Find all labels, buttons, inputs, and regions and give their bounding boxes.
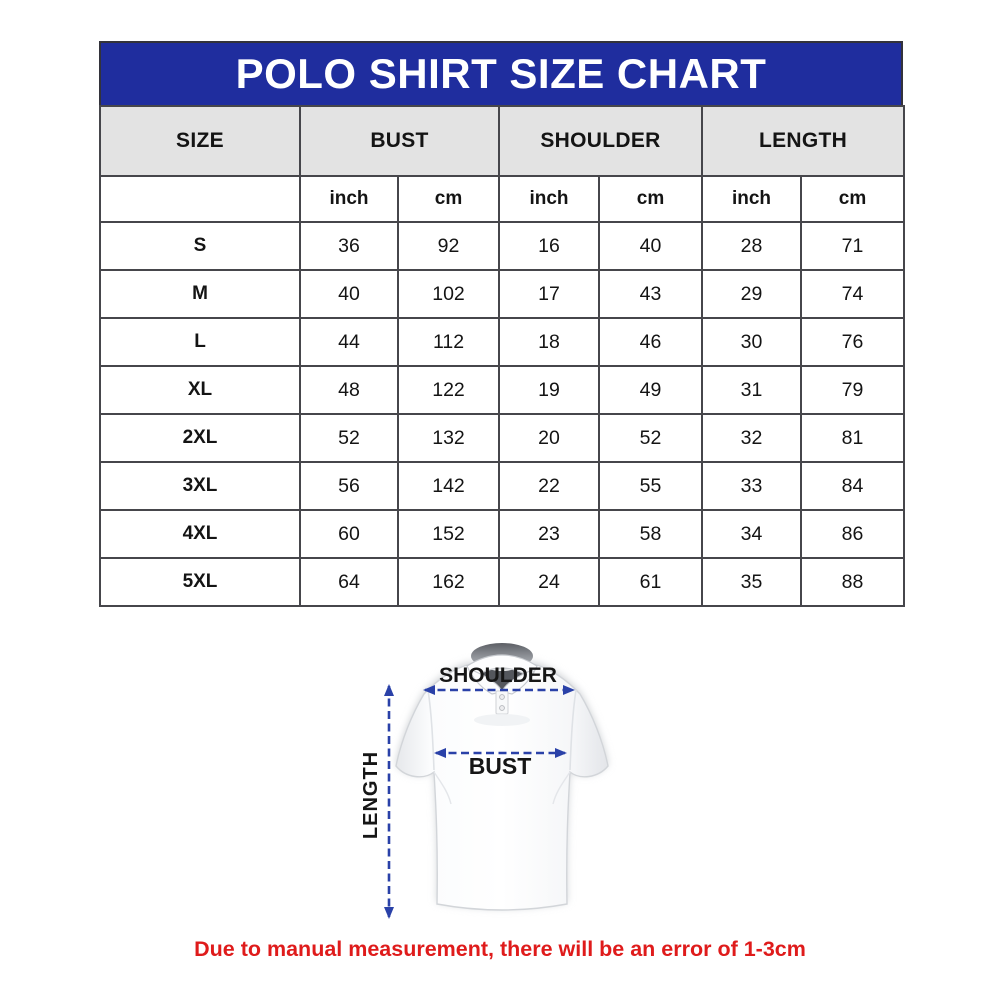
- table-row: S 36 92 16 40 28 71: [99, 221, 906, 271]
- value-cell: 60: [299, 509, 399, 559]
- value-cell: 40: [598, 221, 703, 271]
- column-header-bust: BUST: [299, 105, 500, 177]
- value-cell: 132: [397, 413, 500, 463]
- table-unit-row: inch cm inch cm inch cm: [99, 175, 906, 223]
- unit-header-bust-inch: inch: [299, 175, 399, 223]
- value-cell: 52: [598, 413, 703, 463]
- length-label: LENGTH: [360, 751, 382, 839]
- value-cell: 88: [799, 557, 906, 607]
- value-cell: 18: [498, 317, 600, 367]
- table-row: M 40 102 17 43 29 74: [99, 269, 906, 319]
- value-cell: 112: [397, 317, 500, 367]
- size-cell: 4XL: [99, 509, 301, 559]
- value-cell: 102: [397, 269, 500, 319]
- polo-button: [499, 694, 505, 700]
- value-cell: 142: [397, 461, 500, 511]
- unit-header-shoulder-cm: cm: [598, 175, 703, 223]
- value-cell: 29: [701, 269, 802, 319]
- value-cell: 23: [498, 509, 600, 559]
- value-cell: 33: [701, 461, 802, 511]
- measurement-note: Due to manual measurement, there will be…: [194, 937, 806, 961]
- value-cell: 152: [397, 509, 500, 559]
- table-row: 2XL 52 132 20 52 32 81: [99, 413, 906, 463]
- value-cell: 64: [299, 557, 399, 607]
- value-cell: 36: [299, 221, 399, 271]
- unit-header-bust-cm: cm: [397, 175, 500, 223]
- value-cell: 52: [299, 413, 399, 463]
- polo-shirt-diagram: SHOULDER BUST LENGTH: [360, 643, 609, 919]
- value-cell: 32: [701, 413, 802, 463]
- value-cell: 20: [498, 413, 600, 463]
- value-cell: 19: [498, 365, 600, 415]
- table-header-row: SIZE BUST SHOULDER LENGTH: [99, 105, 906, 177]
- table-row: 3XL 56 142 22 55 33 84: [99, 461, 906, 511]
- size-cell: L: [99, 317, 301, 367]
- unit-header-empty: [99, 175, 301, 223]
- value-cell: 28: [701, 221, 802, 271]
- size-cell: M: [99, 269, 301, 319]
- size-cell: S: [99, 221, 301, 271]
- unit-header-shoulder-inch: inch: [498, 175, 600, 223]
- column-header-length: LENGTH: [700, 105, 906, 177]
- size-cell: 5XL: [99, 557, 301, 607]
- bust-label: BUST: [469, 753, 532, 779]
- value-cell: 84: [799, 461, 906, 511]
- value-cell: 55: [598, 461, 703, 511]
- chart-title-banner: POLO SHIRT SIZE CHART: [99, 41, 903, 105]
- value-cell: 122: [397, 365, 500, 415]
- value-cell: 30: [701, 317, 802, 367]
- column-header-shoulder: SHOULDER: [498, 105, 703, 177]
- table-row: L 44 112 18 46 30 76: [99, 317, 906, 367]
- page-title: POLO SHIRT SIZE CHART: [235, 50, 767, 97]
- value-cell: 81: [799, 413, 906, 463]
- value-cell: 17: [498, 269, 600, 319]
- table-row: 4XL 60 152 23 58 34 86: [99, 509, 906, 559]
- value-cell: 48: [299, 365, 399, 415]
- value-cell: 58: [598, 509, 703, 559]
- value-cell: 31: [701, 365, 802, 415]
- value-cell: 46: [598, 317, 703, 367]
- value-cell: 24: [498, 557, 600, 607]
- value-cell: 16: [498, 221, 600, 271]
- value-cell: 49: [598, 365, 703, 415]
- unit-header-length-inch: inch: [701, 175, 802, 223]
- value-cell: 44: [299, 317, 399, 367]
- value-cell: 79: [799, 365, 906, 415]
- value-cell: 40: [299, 269, 399, 319]
- size-table-body: S 36 92 16 40 28 71 M 40 102 17 43 29 74 L 44 112 18 46 30 7…: [99, 221, 906, 607]
- polo-button: [499, 705, 505, 711]
- shoulder-label: SHOULDER: [439, 664, 557, 687]
- value-cell: 92: [397, 221, 500, 271]
- value-cell: 86: [799, 509, 906, 559]
- size-cell: XL: [99, 365, 301, 415]
- size-cell: 2XL: [99, 413, 301, 463]
- table-row: 5XL 64 162 24 61 35 88: [99, 557, 906, 607]
- value-cell: 34: [701, 509, 802, 559]
- column-header-size: SIZE: [99, 105, 301, 177]
- value-cell: 76: [799, 317, 906, 367]
- value-cell: 71: [799, 221, 906, 271]
- unit-header-length-cm: cm: [799, 175, 906, 223]
- size-chart-table: SIZE BUST SHOULDER LENGTH inch cm inch c…: [99, 105, 906, 607]
- size-cell: 3XL: [99, 461, 301, 511]
- value-cell: 74: [799, 269, 906, 319]
- value-cell: 162: [397, 557, 500, 607]
- value-cell: 35: [701, 557, 802, 607]
- value-cell: 43: [598, 269, 703, 319]
- table-row: XL 48 122 19 49 31 79: [99, 365, 906, 415]
- value-cell: 22: [498, 461, 600, 511]
- value-cell: 56: [299, 461, 399, 511]
- value-cell: 61: [598, 557, 703, 607]
